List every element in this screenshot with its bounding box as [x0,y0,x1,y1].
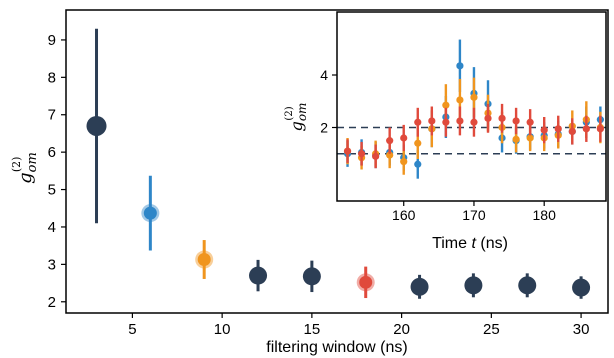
inset-data-point [386,151,394,159]
inset-data-point [568,127,576,136]
inset-data-point [428,117,436,125]
inset-ylabel-sub: om [295,103,309,122]
main-y-tick-label: 4 [48,219,56,236]
inset-data-point [484,114,492,122]
main-ticks: 5 10 15 20 25 30 2 3 4 5 6 7 8 9 [48,32,590,338]
main-ylabel-sup: (2) [10,157,23,173]
inset-data-point [498,114,506,122]
main-data-point [143,206,157,220]
inset-data-point [442,118,450,126]
inset-data-point [456,62,464,70]
main-y-axis-title: gom(2) [10,152,40,184]
inset-data-point [456,96,464,104]
main-y-tick-label: 5 [48,182,56,199]
inset-data-point [596,125,604,133]
inset-data-point [526,134,534,142]
inset-data-point [470,118,478,126]
inset-data-point [386,137,394,145]
main-data-point [197,253,211,267]
inset-data-point [400,158,408,166]
inset-x-axis-title: Time t (ns) [432,235,508,252]
inset-data-point [442,101,450,109]
inset-data-point [526,118,534,126]
inset-data-point [414,118,422,126]
inset-plot-frame [336,11,607,202]
svg-text:gom(2): gom(2) [10,152,40,184]
inset-ylabel-base: g [287,121,306,131]
main-data-point [86,115,107,136]
inset-data-point [456,117,464,125]
inset-data-point [372,152,380,160]
inset-reference-lines [337,126,606,155]
main-marks [86,28,591,299]
main-x-tick-label: 10 [214,321,231,338]
inset-ticks: 160 170 180 2 4 [320,67,556,223]
inset-data-point [554,125,562,133]
main-data-point [518,276,537,295]
inset-data-point [400,134,408,142]
main-data-point [410,277,429,296]
main-data-point [302,267,321,286]
inset-data-point [582,125,590,133]
inset-data-point [414,139,422,147]
inset-y-tick-label: 2 [320,120,328,136]
inset-data-point [512,117,520,125]
main-y-tick-label: 2 [48,294,56,311]
inset-background [337,12,606,201]
main-x-tick-label: 15 [304,321,321,338]
inset-xlabel-suffix: (ns) [476,235,508,252]
inset-y-tick-label: 4 [320,67,328,83]
main-y-tick-label: 9 [48,32,56,49]
main-data-point [464,276,483,295]
inset-data-point [512,135,520,143]
main-data-point [359,275,373,289]
inset-data-point [414,160,422,168]
main-y-tick-label: 3 [48,256,56,273]
main-y-tick-label: 7 [48,107,56,124]
inset-marks [343,39,604,179]
svg-text:gom(2): gom(2) [284,103,309,132]
inset-x-tick-label: 180 [533,207,557,223]
main-ylabel-sub: om [25,152,40,172]
main-x-tick-label: 20 [393,321,410,338]
inset-ylabel-sup: (2) [284,106,295,120]
inset-x-tick-label: 170 [462,207,486,223]
inset-data-point [343,147,352,155]
main-x-tick-label: 5 [128,321,136,338]
inset-y-axis-title: gom(2) [284,103,309,132]
inset-data-point [470,93,478,101]
main-y-tick-label: 8 [48,69,56,86]
inset-data-point [357,150,366,158]
main-x-tick-label: 25 [483,321,500,338]
inset-xlabel-var: t [471,235,476,252]
main-ylabel-base: g [15,172,36,184]
inset-xlabel-prefix: Time [432,235,471,252]
inset-x-tick-label: 160 [392,207,416,223]
main-x-axis-title: filtering window (ns) [266,339,407,356]
main-y-tick-label: 6 [48,144,56,161]
main-plot-frame [65,9,609,314]
main-data-point [249,266,268,285]
main-data-point [572,278,591,297]
inset-data-point [540,126,548,134]
main-x-tick-label: 30 [573,321,590,338]
